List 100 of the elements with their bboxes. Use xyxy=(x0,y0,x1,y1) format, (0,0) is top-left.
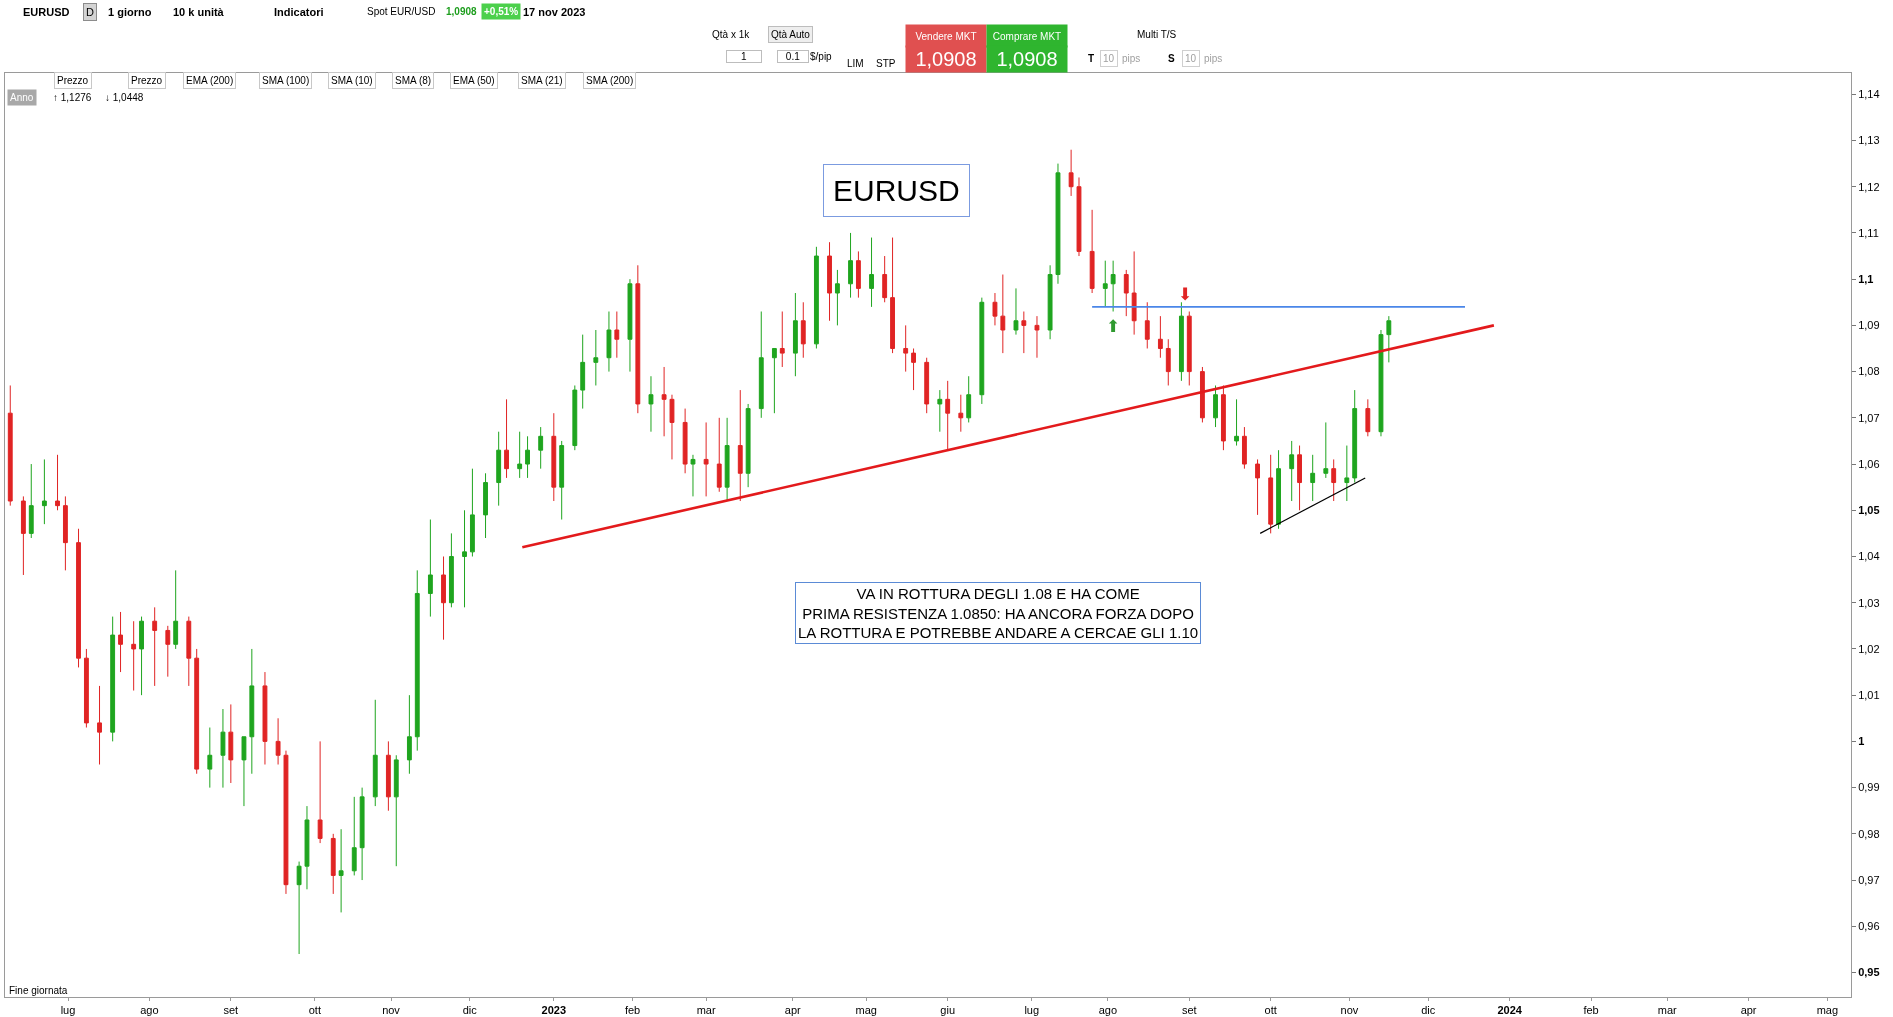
candlestick xyxy=(1123,269,1129,317)
text: 1 giorno xyxy=(108,6,152,18)
candlestick xyxy=(165,625,171,678)
annotation: ⬆ xyxy=(1106,316,1121,336)
candlestick xyxy=(1234,398,1239,447)
y-tick-label: 1,03 xyxy=(1858,596,1880,609)
candlestick xyxy=(7,384,13,507)
candlestick xyxy=(593,329,599,386)
candlestick xyxy=(690,454,696,497)
text: LIM xyxy=(847,58,864,69)
candlestick xyxy=(448,532,454,608)
candlestick xyxy=(855,250,861,299)
x-tick-label: set xyxy=(223,1004,239,1017)
candlestick xyxy=(924,357,930,414)
candlestick xyxy=(1034,315,1040,359)
candlestick xyxy=(1089,209,1095,294)
candlestick xyxy=(724,417,730,502)
candlestick xyxy=(1331,458,1337,502)
candlestick xyxy=(427,519,433,618)
candlestick xyxy=(283,750,289,895)
candlestick xyxy=(1144,301,1150,349)
text: Multi T/S xyxy=(1137,29,1177,40)
candlestick xyxy=(1220,384,1226,451)
text: pips xyxy=(1122,53,1141,64)
annotation: ⬇ xyxy=(1178,284,1193,304)
candlestick xyxy=(1213,384,1218,428)
candlestick xyxy=(771,347,777,414)
candlestick xyxy=(1131,250,1137,336)
candlestick xyxy=(41,458,47,525)
candlestick xyxy=(745,403,751,488)
candlestick xyxy=(882,255,888,303)
candlestick xyxy=(372,699,378,807)
x-tick-label: 2023 xyxy=(541,1004,567,1017)
candlestick xyxy=(800,301,806,359)
candlestick xyxy=(661,366,667,437)
candlestick xyxy=(869,237,874,308)
y-tick-label: 0,97 xyxy=(1858,873,1880,886)
y-tick-label: 1 xyxy=(1858,735,1865,748)
candlestick xyxy=(669,394,675,460)
x-tick-label: ago xyxy=(140,1004,159,1017)
x-tick-label: 2024 xyxy=(1497,1004,1523,1017)
candlestick xyxy=(1352,389,1358,484)
y-tick-label: 1,02 xyxy=(1858,642,1880,655)
candlestick xyxy=(703,421,709,497)
y-tick-label: 1,06 xyxy=(1858,457,1880,470)
x-tick-label: feb xyxy=(624,1004,641,1017)
x-tick-label: apr xyxy=(784,1004,802,1017)
y-tick-label: 1,14 xyxy=(1858,88,1880,101)
candlestick xyxy=(76,528,81,668)
candlestick xyxy=(338,828,344,913)
candlestick xyxy=(1178,301,1184,382)
candlestick xyxy=(834,269,840,326)
x-tick-label: mar xyxy=(1657,1004,1677,1017)
candlestick xyxy=(525,435,530,479)
candlestick xyxy=(648,375,654,433)
candlestick xyxy=(958,394,964,433)
candlestick xyxy=(1323,421,1329,479)
candlestick xyxy=(890,237,895,354)
x-tick-label: set xyxy=(1181,1004,1197,1017)
text: STP xyxy=(876,58,896,69)
candlestick xyxy=(20,495,26,576)
candlestick xyxy=(220,708,226,789)
candlestick xyxy=(1344,445,1350,502)
candlestick xyxy=(483,472,488,539)
x-tick-label: mag xyxy=(855,1004,877,1017)
y-tick-label: 1,08 xyxy=(1858,365,1880,378)
x-tick-label: ott xyxy=(1264,1004,1277,1017)
candlestick xyxy=(228,703,234,784)
candlestick xyxy=(152,606,158,687)
candlestick xyxy=(194,648,200,775)
annotation: SMA (21) xyxy=(521,75,563,86)
candlestick xyxy=(414,569,420,752)
candlestick xyxy=(1000,274,1006,354)
candlestick xyxy=(538,426,544,470)
candlestick xyxy=(441,555,446,641)
candlestick xyxy=(28,463,34,539)
candlestick xyxy=(385,740,391,812)
y-tick-label: 0,96 xyxy=(1858,920,1880,933)
candlestick xyxy=(1365,398,1371,437)
candlestick xyxy=(1276,449,1281,530)
candlestick xyxy=(1102,260,1108,308)
text: Vendere MKT xyxy=(915,30,977,42)
candlestick xyxy=(792,292,798,377)
candlestick xyxy=(249,648,255,775)
candlestick xyxy=(1268,454,1274,534)
x-tick-label: feb xyxy=(1583,1004,1599,1017)
candlestick xyxy=(110,616,116,742)
candlestick xyxy=(186,616,192,687)
candlestick xyxy=(848,232,853,299)
annotation: Fine giornata xyxy=(9,985,68,996)
text: 10 k unità xyxy=(173,6,225,18)
candlestick xyxy=(966,375,972,423)
candlestick xyxy=(131,620,137,692)
annotation: EMA (200) xyxy=(186,75,234,86)
annotation: Prezzo xyxy=(131,75,163,86)
candlestick xyxy=(937,389,943,433)
x-tick-label: giu xyxy=(940,1004,956,1017)
x-tick-label: lug xyxy=(1024,1004,1040,1017)
candlestick xyxy=(559,440,565,521)
x-tick-label: ago xyxy=(1098,1004,1118,1017)
